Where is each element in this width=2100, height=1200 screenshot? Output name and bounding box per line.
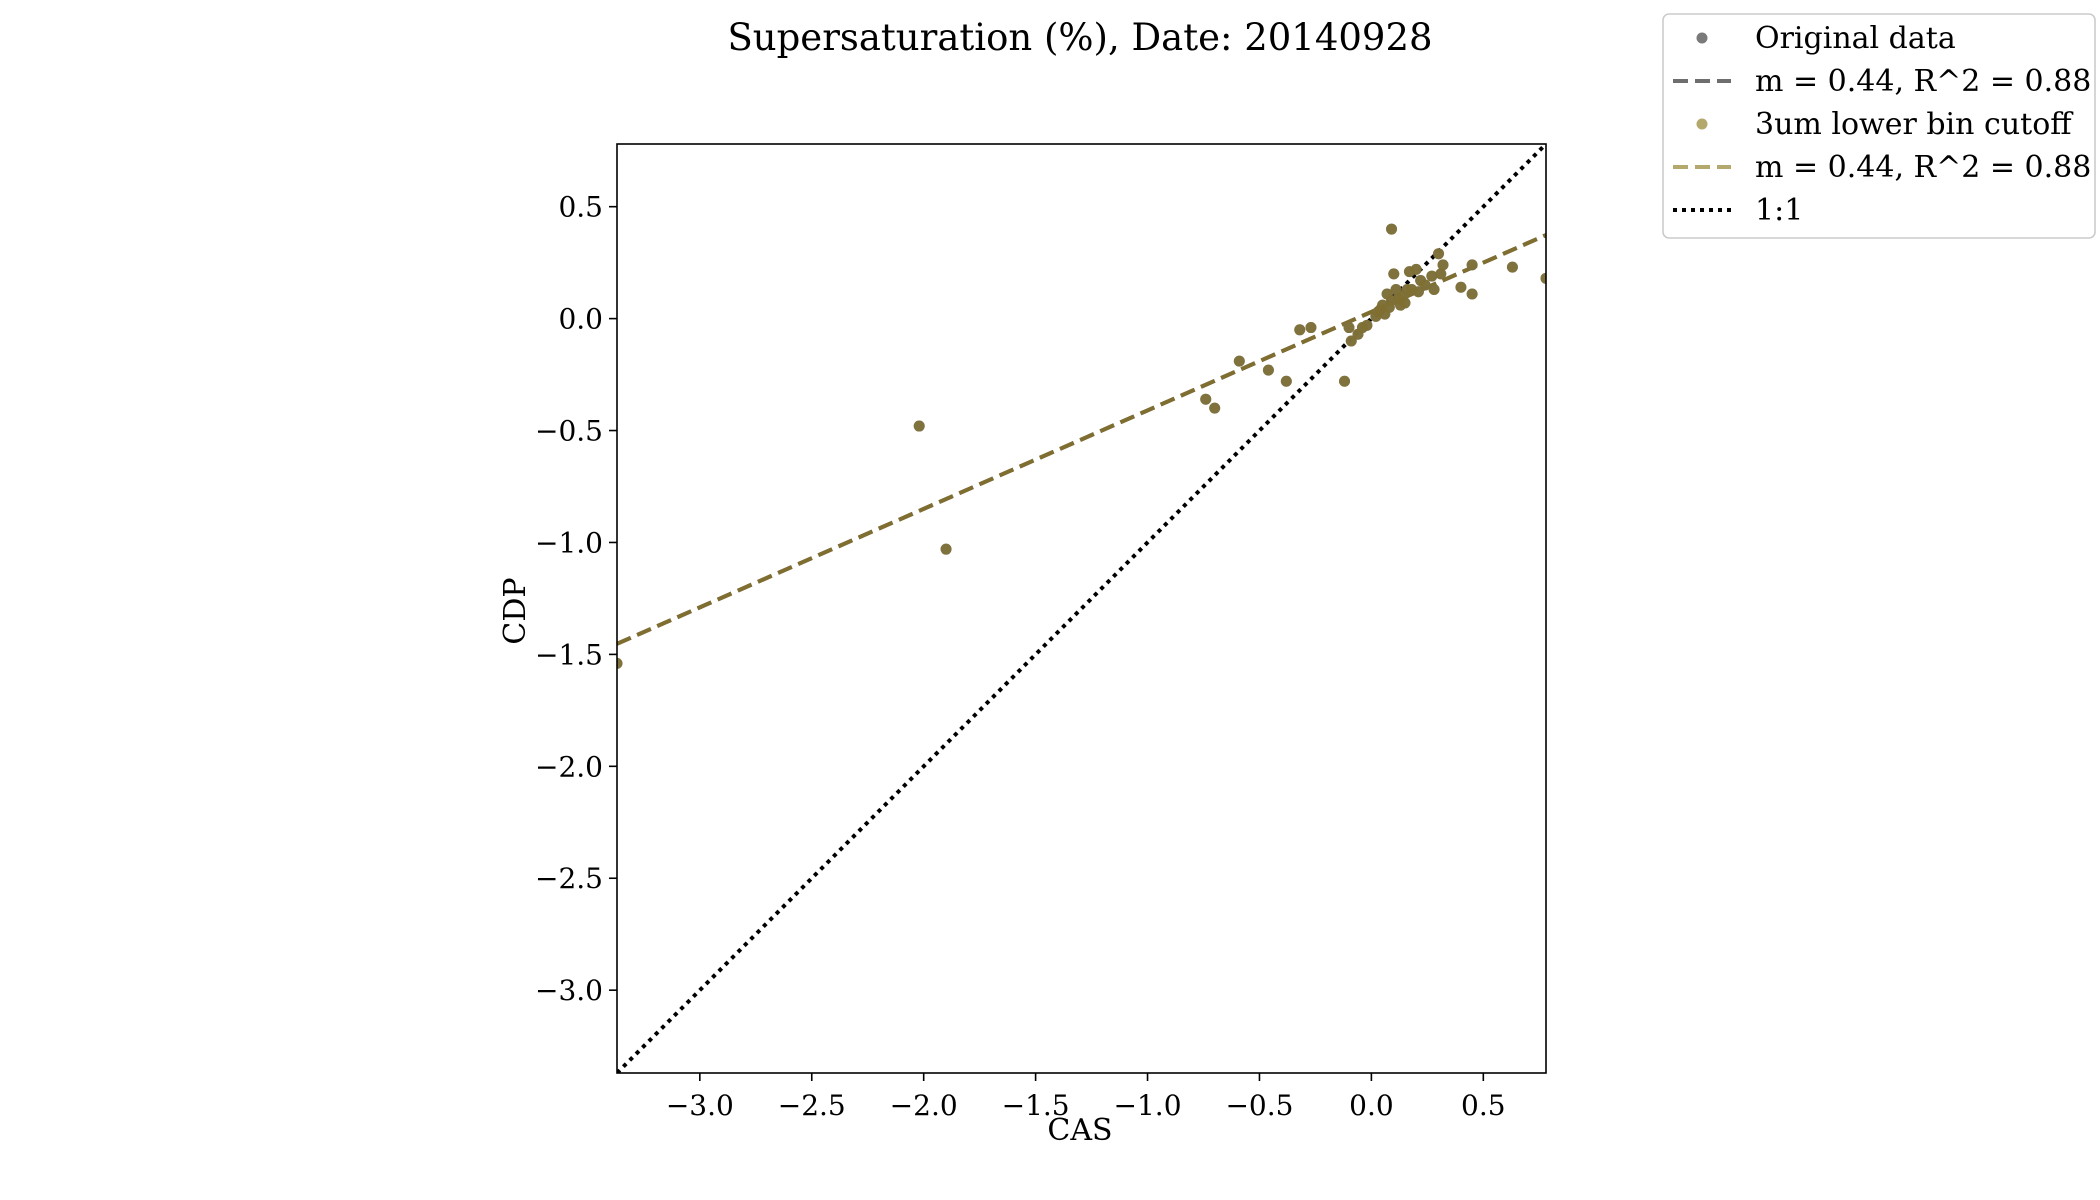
y-tick-label: 0.5 bbox=[558, 191, 603, 224]
scatter-point bbox=[1433, 248, 1445, 260]
x-tick-label: −1.0 bbox=[1114, 1089, 1182, 1122]
scatter-point bbox=[1339, 375, 1351, 387]
scatter-point bbox=[1280, 375, 1292, 387]
scatter-point bbox=[1294, 324, 1306, 336]
x-tick-label: −3.0 bbox=[666, 1089, 734, 1122]
scatter-point bbox=[617, 657, 623, 669]
legend-box bbox=[1662, 13, 2096, 239]
plot-frame bbox=[616, 143, 1547, 1074]
scatter-point bbox=[1200, 393, 1212, 405]
scatter-point bbox=[1506, 261, 1518, 273]
y-tick-label: −2.0 bbox=[535, 750, 603, 783]
y-axis-label: CDP bbox=[498, 577, 533, 644]
scatter-point bbox=[1390, 284, 1402, 296]
y-tick-label: −0.5 bbox=[535, 415, 603, 448]
y-tick-label: −1.0 bbox=[535, 526, 603, 559]
legend-marker-dot bbox=[1696, 32, 1708, 44]
x-axis-label: CAS bbox=[1047, 1113, 1112, 1148]
scatter-point bbox=[1386, 223, 1398, 235]
scatter-point bbox=[1388, 268, 1400, 280]
scatter-point bbox=[1399, 297, 1411, 309]
scatter-point bbox=[1343, 322, 1355, 334]
plot-area: −3.0 −2.5 −2.0 −1.5 −1.0 −0.5 0.0 0.5 −3.0 −2.5 −2… bbox=[535, 143, 1547, 1122]
x-tick-label: −0.5 bbox=[1225, 1089, 1293, 1122]
scatter-point bbox=[940, 543, 952, 555]
scatter-point bbox=[1209, 402, 1221, 414]
series-2 bbox=[617, 223, 1546, 669]
scatter-point bbox=[1428, 284, 1440, 296]
legend-label: m = 0.44, R^2 = 0.88 bbox=[1755, 150, 2091, 185]
one-to-one-line bbox=[617, 144, 1546, 1073]
scatter-point bbox=[1233, 355, 1245, 367]
legend-marker-dot bbox=[1696, 118, 1708, 130]
legend-label: m = 0.44, R^2 = 0.88 bbox=[1755, 64, 2091, 99]
scatter-point bbox=[1419, 279, 1431, 291]
scatter-point bbox=[1455, 281, 1467, 293]
scatter-point bbox=[1410, 263, 1422, 275]
y-tick-label: −1.5 bbox=[535, 638, 603, 671]
scatter-point bbox=[1466, 288, 1478, 300]
scatter-point bbox=[1437, 259, 1449, 271]
scatter-point bbox=[1426, 270, 1438, 282]
x-tick-label: −2.0 bbox=[890, 1089, 958, 1122]
scatter-point bbox=[1412, 286, 1424, 298]
scatter-point bbox=[1345, 335, 1357, 347]
legend-label: 1:1 bbox=[1755, 193, 1803, 228]
legend-label: 3um lower bin cutoff bbox=[1755, 107, 2074, 142]
scatter-point bbox=[1361, 319, 1373, 331]
y-tick-label: −2.5 bbox=[535, 862, 603, 895]
scatter-point bbox=[1466, 259, 1478, 271]
scatter-point bbox=[1540, 272, 1546, 284]
data-layer bbox=[617, 144, 1546, 1073]
y-tick-label: −3.0 bbox=[535, 974, 603, 1007]
scatter-point bbox=[1305, 322, 1317, 334]
x-tick-label: 0.5 bbox=[1461, 1089, 1506, 1122]
legend-label: Original data bbox=[1755, 21, 1956, 56]
x-tick-label: −1.5 bbox=[1002, 1089, 1070, 1122]
legend: Original data m = 0.44, R^2 = 0.88 3um low… bbox=[1662, 13, 2096, 239]
scatter-point bbox=[913, 420, 925, 432]
scatter-point bbox=[1262, 364, 1274, 376]
y-tick-label: 0.0 bbox=[558, 303, 603, 336]
x-tick-label: 0.0 bbox=[1349, 1089, 1394, 1122]
x-tick-label: −2.5 bbox=[778, 1089, 846, 1122]
scatter-point bbox=[1435, 268, 1447, 280]
chart-title: Supersaturation (%), Date: 20140928 bbox=[727, 16, 1432, 59]
